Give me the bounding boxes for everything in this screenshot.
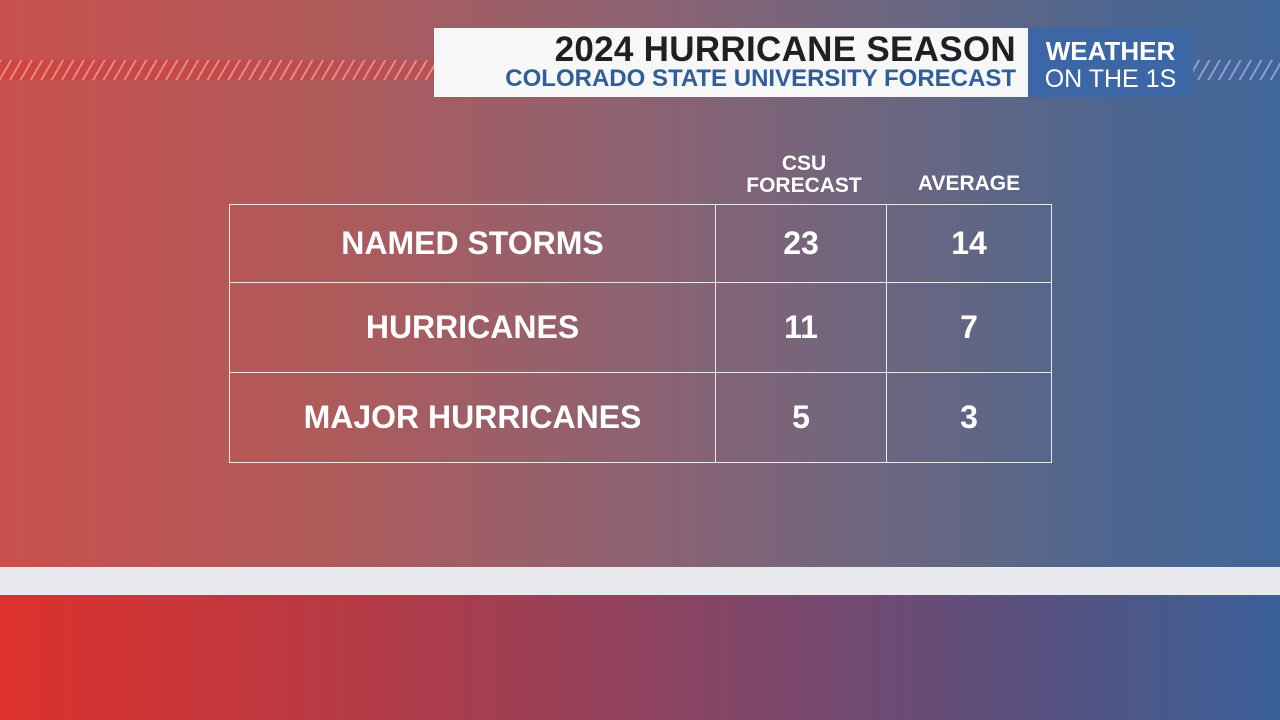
column-header-forecast: CSU FORECAST [731, 153, 877, 197]
row-label: MAJOR HURRICANES [229, 372, 716, 463]
title-banner: 2024 HURRICANE SEASON COLORADO STATE UNI… [434, 28, 1028, 97]
brand-line-1: WEATHER [1045, 36, 1176, 66]
average-value: 7 [886, 282, 1052, 373]
column-header-average: AVERAGE [917, 172, 1021, 195]
table-row: MAJOR HURRICANES 5 3 [229, 372, 1052, 463]
forecast-value: 11 [715, 282, 887, 373]
brand-logo: WEATHER ON THE 1S [1028, 28, 1193, 97]
decorative-stripe-left [0, 60, 435, 80]
column-header-forecast-label: CSU FORECAST [746, 152, 862, 197]
lower-divider-band [0, 567, 1280, 595]
lower-third-bar [0, 595, 1280, 720]
forecast-value: 23 [715, 204, 887, 283]
average-value: 3 [886, 372, 1052, 463]
brand-line-2: ON THE 1S [1044, 65, 1177, 93]
page-title: 2024 HURRICANE SEASON [554, 30, 1016, 69]
average-value: 14 [886, 204, 1052, 283]
table-row: HURRICANES 11 7 [229, 282, 1052, 373]
table-row: NAMED STORMS 23 14 [229, 204, 1052, 283]
decorative-stripe-right [1193, 60, 1280, 80]
forecast-value: 5 [715, 372, 887, 463]
row-label: NAMED STORMS [229, 204, 716, 283]
forecast-table: NAMED STORMS 23 14 HURRICANES 11 7 MAJOR… [229, 204, 1052, 463]
page-subtitle: COLORADO STATE UNIVERSITY FORECAST [505, 65, 1016, 92]
row-label: HURRICANES [229, 282, 716, 373]
